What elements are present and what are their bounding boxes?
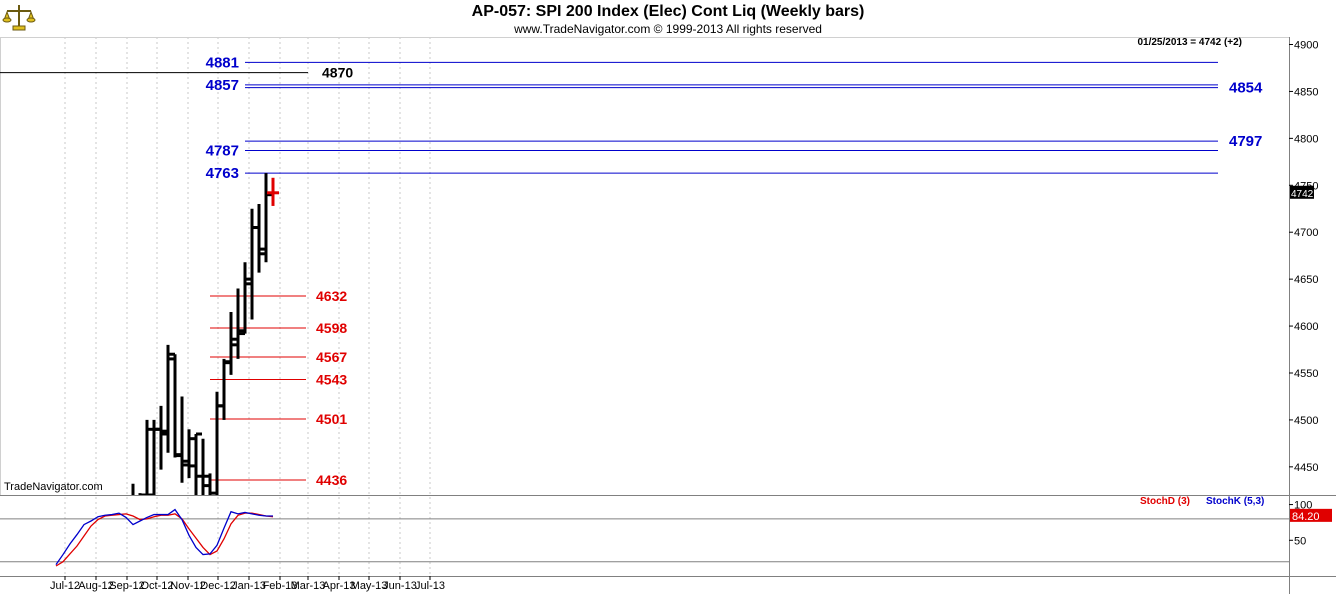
ohlc-bar [176,396,188,483]
price-tick-label: 4650 [1294,274,1318,286]
last-price-tag [1290,185,1314,199]
level-label-4870: 4870 [322,65,353,81]
ohlc-bar [204,473,212,495]
price-tick-label: 4450 [1294,462,1318,474]
ohlc-bar [267,177,279,206]
chart-title: AP-057: SPI 200 Index (Elec) Cont Liq (W… [471,3,865,20]
time-tick-label: Feb-13 [263,580,298,592]
ohlc-bar [232,288,244,359]
price-tick-label: 4600 [1294,321,1318,333]
ohlc-bar [260,173,272,263]
price-tick-label: 4850 [1294,86,1318,98]
time-tick-label: Jul-12 [50,580,80,592]
time-tick-label: Oct-12 [140,580,173,592]
ohlc-bar [197,438,209,495]
time-tick-label: Jun-13 [383,580,417,592]
stoch-tick-label: 100 [1294,500,1312,512]
price-tick-label: 4500 [1294,415,1318,427]
level-label-4436: 4436 [316,472,347,488]
stoch-tick-label: 50 [1294,535,1306,547]
ohlc-bar [246,208,258,320]
ohlc-bar [183,429,195,479]
level-label-4632: 4632 [316,288,347,304]
ohlc-bar [190,432,202,495]
level-label-4543: 4543 [316,372,347,388]
stoch-series-k [55,508,273,565]
last-price-label: 4742 [1291,189,1314,200]
price-tick-label: 4900 [1294,40,1318,52]
time-tick-label: Jan-13 [232,580,266,592]
level-label-4567: 4567 [316,349,347,365]
ohlc-bar [141,419,153,495]
chart-subtitle: www.TradeNavigator.com © 1999-2013 All r… [514,22,822,36]
stochk-legend: StochK (5,3) [1206,496,1265,507]
ohlc-bar [253,204,265,273]
time-tick-label: May-13 [351,580,388,592]
time-tick-label: Mar-13 [291,580,326,592]
time-tick-label: Dec-12 [200,580,235,592]
price-tick-label: 4800 [1294,133,1318,145]
ohlc-bar [148,419,160,495]
ohlc-bar [162,344,174,453]
time-tick-label: Aug-12 [78,580,113,592]
level-label-4787: 4787 [206,143,239,160]
time-tick-label: Jul-13 [415,580,445,592]
ohlc-bar [155,405,167,470]
level-label-4854: 4854 [1229,80,1263,97]
ohlc-bar [218,358,230,420]
watermark: TradeNavigator.com [4,481,103,493]
time-tick-label: Nov-12 [170,580,205,592]
level-label-4598: 4598 [316,320,347,336]
date-info: 01/25/2013 = 4742 (+2) [1137,37,1242,48]
time-tick-label: Apr-13 [322,580,355,592]
stoch-value-label: 84.20 [1292,511,1320,523]
ohlc-bar [239,262,251,336]
level-label-4501: 4501 [316,411,347,427]
stoch-value-tag [1290,508,1332,522]
level-label-4881: 4881 [206,54,239,71]
level-label-4857: 4857 [206,77,239,94]
price-panel-frame [0,37,1290,496]
ohlc-bar [169,352,181,458]
level-label-4763: 4763 [206,165,239,182]
price-tick-label: 4700 [1294,227,1318,239]
time-tick-label: Sep-12 [109,580,144,592]
trade-navigator-logo-icon [2,2,36,32]
stoch-series-d [55,512,274,567]
price-tick-label: 4550 [1294,368,1318,380]
ohlc-bar [225,311,237,375]
stochd-legend: StochD (3) [1140,496,1190,507]
level-label-4797: 4797 [1229,133,1262,150]
